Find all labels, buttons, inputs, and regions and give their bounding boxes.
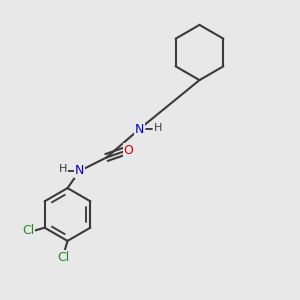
Text: H: H <box>154 123 162 133</box>
Text: H: H <box>59 164 67 175</box>
Text: Cl: Cl <box>22 224 34 237</box>
Text: N: N <box>75 164 84 178</box>
Text: Cl: Cl <box>57 251 69 264</box>
Text: O: O <box>123 143 133 157</box>
Text: N: N <box>135 122 144 136</box>
